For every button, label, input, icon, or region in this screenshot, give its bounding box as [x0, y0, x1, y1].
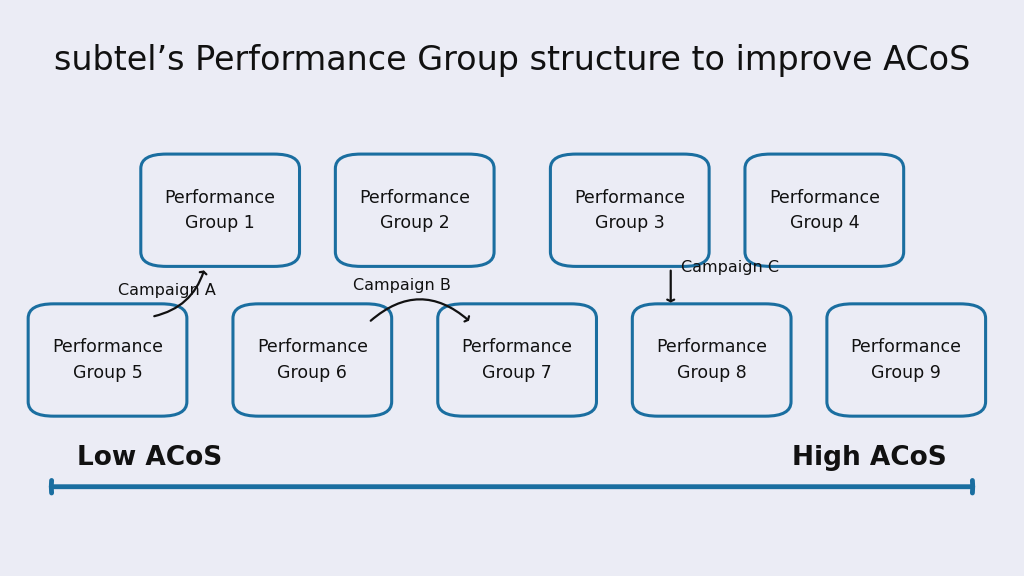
FancyBboxPatch shape	[827, 304, 985, 416]
FancyBboxPatch shape	[551, 154, 709, 267]
Text: Performance
Group 1: Performance Group 1	[165, 189, 275, 232]
Text: Low ACoS: Low ACoS	[77, 445, 222, 471]
Text: Campaign A: Campaign A	[118, 283, 216, 298]
Text: Campaign C: Campaign C	[681, 260, 779, 275]
Text: Performance
Group 9: Performance Group 9	[851, 339, 962, 381]
Text: Performance
Group 5: Performance Group 5	[52, 339, 163, 381]
Text: Performance
Group 4: Performance Group 4	[769, 189, 880, 232]
FancyBboxPatch shape	[632, 304, 791, 416]
FancyBboxPatch shape	[28, 304, 186, 416]
Text: Performance
Group 7: Performance Group 7	[462, 339, 572, 381]
Text: High ACoS: High ACoS	[793, 445, 947, 471]
Text: Performance
Group 6: Performance Group 6	[257, 339, 368, 381]
Text: Performance
Group 2: Performance Group 2	[359, 189, 470, 232]
Text: subtel’s Performance Group structure to improve ACoS: subtel’s Performance Group structure to …	[54, 44, 970, 77]
FancyBboxPatch shape	[141, 154, 299, 267]
FancyBboxPatch shape	[232, 304, 391, 416]
FancyBboxPatch shape	[336, 154, 495, 267]
Text: Performance
Group 3: Performance Group 3	[574, 189, 685, 232]
Text: Performance
Group 8: Performance Group 8	[656, 339, 767, 381]
FancyBboxPatch shape	[438, 304, 596, 416]
FancyBboxPatch shape	[745, 154, 904, 267]
Text: Campaign B: Campaign B	[353, 278, 452, 293]
